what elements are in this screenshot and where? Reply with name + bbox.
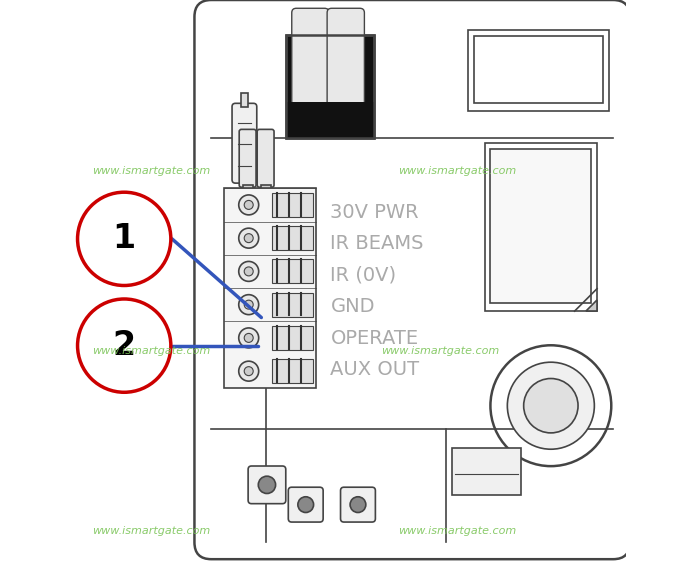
Bar — [490, 148, 591, 303]
Bar — [272, 193, 313, 217]
FancyBboxPatch shape — [194, 0, 630, 559]
Text: www.ismartgate.com: www.ismartgate.com — [381, 346, 500, 356]
Circle shape — [244, 267, 253, 276]
Circle shape — [238, 195, 258, 215]
Bar — [453, 448, 521, 495]
Polygon shape — [586, 300, 597, 311]
FancyBboxPatch shape — [288, 487, 323, 522]
Circle shape — [238, 228, 258, 248]
FancyBboxPatch shape — [291, 8, 329, 106]
Bar — [469, 30, 609, 111]
Circle shape — [298, 497, 313, 513]
Circle shape — [244, 201, 253, 210]
Bar — [272, 326, 313, 350]
FancyBboxPatch shape — [327, 8, 364, 106]
Text: www.ismartgate.com: www.ismartgate.com — [92, 526, 210, 536]
Circle shape — [258, 476, 276, 493]
Bar — [272, 293, 313, 316]
Text: www.ismartgate.com: www.ismartgate.com — [398, 166, 516, 176]
Circle shape — [78, 299, 171, 392]
Text: AUX OUT: AUX OUT — [331, 360, 420, 379]
Circle shape — [78, 192, 171, 285]
Bar — [224, 188, 316, 388]
Circle shape — [524, 379, 578, 433]
Text: www.ismartgate.com: www.ismartgate.com — [92, 346, 210, 356]
Text: IR BEAMS: IR BEAMS — [331, 234, 424, 253]
Bar — [484, 143, 597, 311]
Bar — [241, 93, 248, 107]
Circle shape — [507, 362, 595, 449]
Text: GND: GND — [331, 297, 375, 316]
Circle shape — [244, 234, 253, 243]
Text: 2: 2 — [112, 329, 136, 362]
Circle shape — [244, 333, 253, 342]
Bar — [286, 102, 374, 138]
Bar — [290, 40, 369, 107]
Bar — [474, 35, 604, 103]
Circle shape — [244, 366, 253, 375]
FancyBboxPatch shape — [257, 129, 274, 187]
Bar — [260, 185, 271, 195]
FancyBboxPatch shape — [239, 129, 256, 187]
Circle shape — [350, 497, 366, 513]
Bar — [286, 35, 374, 138]
FancyBboxPatch shape — [340, 487, 376, 522]
FancyBboxPatch shape — [232, 103, 257, 183]
Circle shape — [238, 294, 258, 315]
Bar — [272, 359, 313, 383]
Text: OPERATE: OPERATE — [331, 329, 419, 348]
Circle shape — [238, 261, 258, 282]
Circle shape — [238, 328, 258, 348]
Bar — [286, 35, 374, 138]
Bar — [272, 260, 313, 283]
Circle shape — [491, 345, 611, 466]
Text: www.ismartgate.com: www.ismartgate.com — [92, 166, 210, 176]
FancyBboxPatch shape — [248, 466, 286, 504]
Text: 30V PWR: 30V PWR — [331, 203, 419, 222]
Text: IR (0V): IR (0V) — [331, 266, 397, 285]
Bar — [272, 226, 313, 250]
Circle shape — [244, 300, 253, 309]
Bar — [243, 185, 253, 195]
Text: www.ismartgate.com: www.ismartgate.com — [398, 526, 516, 536]
Text: 1: 1 — [112, 223, 136, 255]
Circle shape — [238, 361, 258, 381]
